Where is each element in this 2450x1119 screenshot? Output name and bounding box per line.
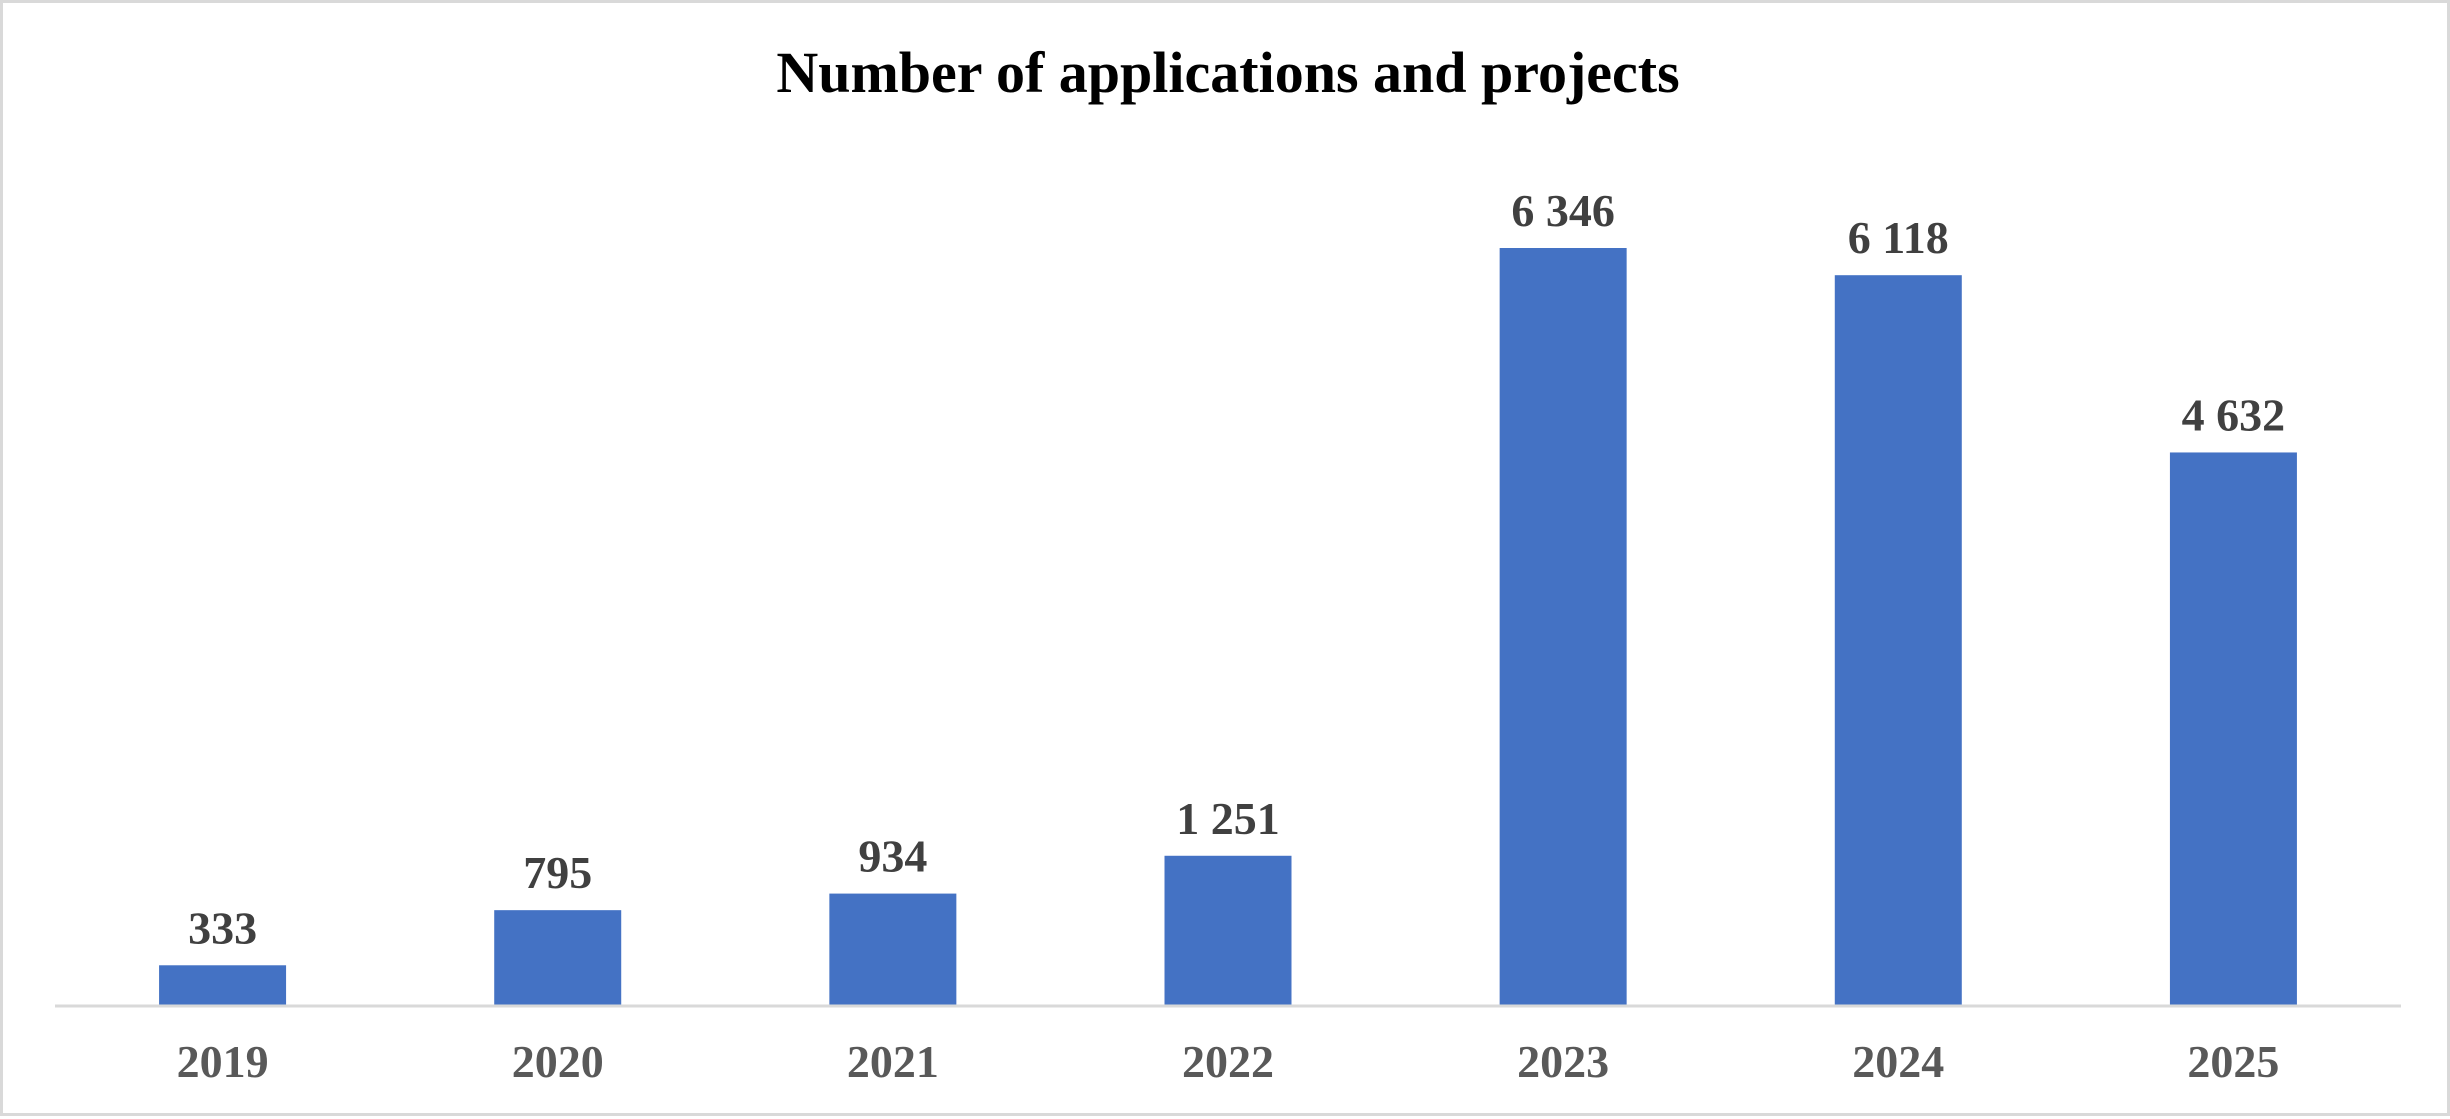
data-labels-layer: 333 795 934 1 251 6 346 6 118 4 632 xyxy=(188,185,2285,953)
x-tick-label-2024: 2024 xyxy=(1852,1036,1944,1087)
bar-2025 xyxy=(2169,452,2297,1005)
bar-2024 xyxy=(1834,275,1962,1005)
bars-layer xyxy=(159,248,2297,1005)
x-tick-label-2022: 2022 xyxy=(1182,1036,1274,1087)
bar-2023 xyxy=(1499,248,1627,1005)
data-label-2024: 6 118 xyxy=(1848,212,1949,263)
bar-2019 xyxy=(159,965,287,1005)
bar-2020 xyxy=(494,910,622,1005)
x-tick-label-2020: 2020 xyxy=(512,1036,604,1087)
x-tick-label-2023: 2023 xyxy=(1517,1036,1609,1087)
data-label-2025: 4 632 xyxy=(2182,389,2286,440)
data-label-2020: 795 xyxy=(523,847,592,898)
data-label-2023: 6 346 xyxy=(1511,185,1615,236)
data-label-2021: 934 xyxy=(858,831,927,882)
data-label-2019: 333 xyxy=(188,902,257,953)
data-label-2022: 1 251 xyxy=(1176,793,1280,844)
chart-title: Number of applications and projects xyxy=(776,40,1680,105)
bar-2021 xyxy=(829,893,957,1005)
x-tick-label-2021: 2021 xyxy=(847,1036,939,1087)
x-tick-label-2019: 2019 xyxy=(177,1036,269,1087)
bar-2022 xyxy=(1164,855,1292,1005)
x-tick-labels-layer: 2019 2020 2021 2022 2023 2024 2025 xyxy=(177,1036,2280,1087)
x-tick-label-2025: 2025 xyxy=(2187,1036,2279,1087)
